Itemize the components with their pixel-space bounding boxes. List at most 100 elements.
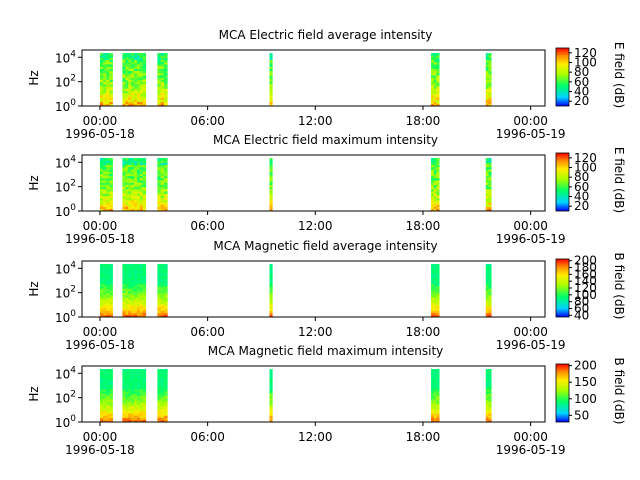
spectrogram-cell bbox=[485, 277, 489, 280]
spectrogram-cell bbox=[436, 397, 440, 401]
spectrogram-cell bbox=[131, 402, 135, 405]
spectrogram-cell bbox=[139, 314, 144, 318]
spectrogram-cell bbox=[99, 90, 104, 94]
spectrogram-cell bbox=[485, 299, 489, 302]
spectrogram-cell bbox=[106, 202, 110, 205]
spectrogram-cell bbox=[125, 171, 129, 174]
spectrogram-cell bbox=[160, 375, 165, 379]
spectrogram-cell bbox=[131, 180, 135, 183]
spectrogram-cell bbox=[136, 97, 141, 100]
spectrogram-cell bbox=[99, 169, 104, 172]
spectrogram-cell bbox=[163, 283, 168, 287]
spectrogram-cell bbox=[431, 292, 435, 296]
spectrogram-cell bbox=[139, 281, 144, 285]
spectrogram-cell bbox=[269, 301, 273, 305]
spectrogram-cell bbox=[139, 312, 144, 316]
spectrogram-cell bbox=[106, 195, 110, 199]
spectrogram-cell bbox=[109, 375, 113, 379]
spectrogram-cell bbox=[134, 270, 138, 274]
spectrogram-cell bbox=[136, 59, 141, 63]
spectrogram-cell bbox=[436, 391, 440, 394]
spectrogram-cell bbox=[163, 275, 168, 278]
spectrogram-cell bbox=[485, 373, 489, 377]
spectrogram-cell bbox=[142, 101, 147, 105]
spectrogram-cell bbox=[125, 417, 129, 421]
plot-frame bbox=[81, 365, 546, 423]
spectrogram-cell bbox=[109, 191, 113, 194]
spectrogram-cell bbox=[139, 386, 144, 390]
spectrogram-cell bbox=[131, 279, 135, 283]
spectrogram-cell bbox=[269, 101, 273, 105]
spectrogram-cell bbox=[488, 395, 492, 399]
spectrogram-cell bbox=[142, 272, 147, 276]
spectrogram-cell bbox=[128, 314, 132, 318]
spectrogram-cell bbox=[106, 160, 110, 163]
spectrogram-cell bbox=[136, 64, 141, 67]
spectrogram-cell bbox=[142, 208, 147, 212]
spectrogram-cell bbox=[103, 72, 107, 76]
spectrogram-cell bbox=[160, 377, 165, 381]
spectrogram-cell bbox=[485, 158, 489, 161]
spectrogram-cell bbox=[134, 281, 138, 285]
spectrogram-cell bbox=[433, 94, 437, 98]
spectrogram-cell bbox=[160, 292, 165, 296]
spectrogram-cell bbox=[160, 270, 165, 274]
spectrogram-cell bbox=[488, 158, 492, 161]
colorbar-tick-label: 20 bbox=[574, 94, 589, 108]
spectrogram-cell bbox=[139, 94, 144, 98]
spectrogram-cell bbox=[163, 399, 168, 403]
spectrogram-cell bbox=[142, 395, 147, 399]
spectrogram-cell bbox=[109, 268, 113, 272]
spectrogram-cell bbox=[485, 83, 489, 87]
spectrogram-cell bbox=[431, 173, 435, 177]
spectrogram-cell bbox=[160, 393, 165, 396]
spectrogram-cell bbox=[157, 399, 162, 403]
spectrogram-cell bbox=[269, 299, 273, 302]
spectrogram-cell bbox=[436, 160, 440, 163]
spectrogram-cell bbox=[103, 204, 107, 207]
spectrogram-cell bbox=[99, 160, 104, 163]
spectrogram-cell bbox=[134, 164, 138, 168]
spectrogram-cell bbox=[157, 297, 162, 300]
spectrogram-cell bbox=[160, 164, 165, 168]
spectrogram-cell bbox=[431, 199, 435, 203]
spectrogram-cell bbox=[122, 397, 126, 401]
spectrogram-cell bbox=[269, 177, 273, 181]
spectrogram-cell bbox=[436, 99, 440, 102]
spectrogram-cell bbox=[269, 371, 273, 374]
spectrogram-cell bbox=[122, 393, 126, 396]
spectrogram-cell bbox=[106, 57, 110, 61]
spectrogram-cell bbox=[488, 94, 492, 98]
spectrogram-cell bbox=[128, 94, 132, 98]
y-tick-exponent: 2 bbox=[70, 390, 76, 400]
spectrogram-cell bbox=[139, 171, 144, 174]
spectrogram-cell bbox=[103, 308, 107, 311]
spectrogram-cell bbox=[485, 186, 489, 190]
spectrogram-cell bbox=[431, 268, 435, 272]
spectrogram-cell bbox=[106, 270, 110, 274]
spectrogram-cell bbox=[125, 160, 129, 163]
spectrogram-cell bbox=[125, 92, 129, 96]
spectrogram bbox=[99, 53, 492, 107]
spectrogram-cell bbox=[103, 53, 107, 56]
spectrogram-cell bbox=[122, 413, 126, 416]
spectrogram-cell bbox=[431, 308, 435, 311]
spectrogram-cell bbox=[103, 377, 107, 381]
spectrogram-cell bbox=[142, 399, 147, 403]
spectrogram-cell bbox=[103, 88, 107, 91]
spectrogram-cell bbox=[269, 86, 273, 89]
spectrogram-cell bbox=[433, 173, 437, 177]
spectrogram-cell bbox=[128, 377, 132, 381]
spectrogram-cell bbox=[128, 382, 132, 385]
spectrogram-cell bbox=[269, 279, 273, 283]
spectrogram-cell bbox=[125, 206, 129, 210]
spectrogram-cell bbox=[131, 171, 135, 174]
spectrogram-cell bbox=[109, 404, 113, 407]
spectrogram-cell bbox=[125, 162, 129, 166]
spectrogram-cell bbox=[125, 283, 129, 287]
spectrogram-cell bbox=[99, 173, 104, 177]
y-tick-label: 100 bbox=[55, 98, 76, 114]
spectrogram-cell bbox=[103, 369, 107, 372]
spectrogram-cell bbox=[433, 204, 437, 207]
spectrogram-cell bbox=[139, 310, 144, 313]
